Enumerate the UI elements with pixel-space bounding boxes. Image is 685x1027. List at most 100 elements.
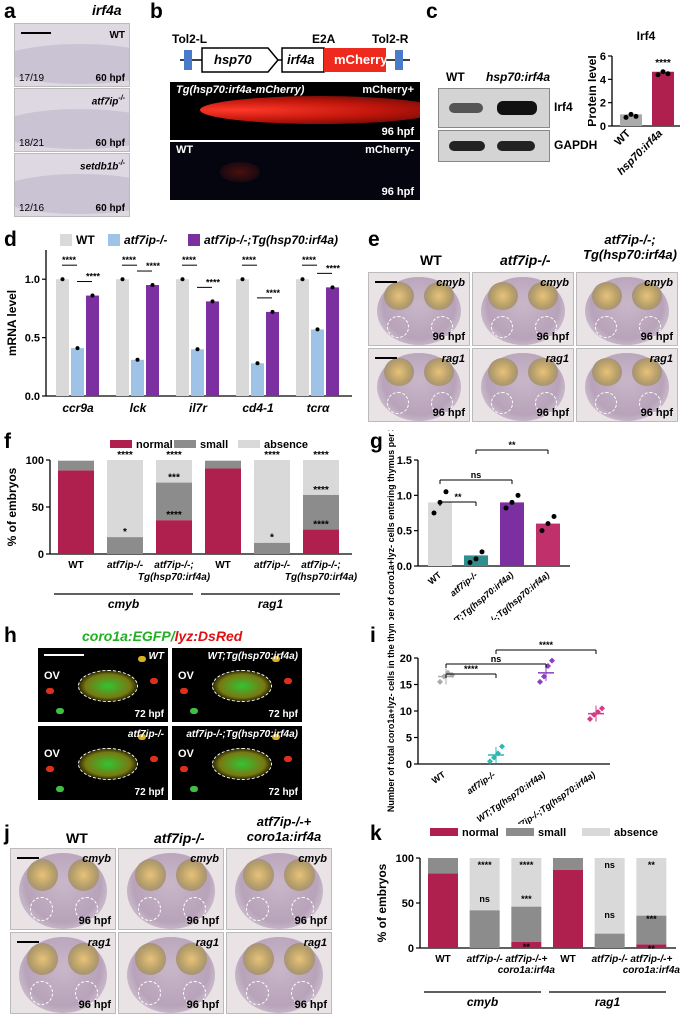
ish-image: rag1 96 hpf — [368, 348, 470, 422]
bar-segment — [254, 542, 290, 554]
legend-label: absence — [264, 439, 308, 451]
ish-image: cmyb 96 hpf — [576, 272, 678, 346]
sig-stars: **** — [62, 255, 77, 265]
eye — [134, 942, 166, 975]
data-point — [150, 283, 155, 288]
panel-b-image-positive: Tg(hsp70:irf4a-mCherry) mCherry+ 96 hpf — [170, 82, 420, 140]
count-label: 18/21 — [19, 138, 45, 149]
x-tick-label: atf7ip-/-+ — [505, 954, 547, 965]
legend-label: normal — [462, 827, 499, 839]
data-point — [255, 361, 260, 366]
bar — [56, 279, 69, 396]
cell-signal — [138, 656, 146, 662]
y-tick-label: 5 — [406, 733, 412, 745]
eye — [242, 858, 274, 891]
bar-segment — [428, 858, 458, 874]
panel-label-h: h — [4, 624, 17, 647]
genotype-label: atf7ip-/- — [91, 95, 125, 108]
marker-label: cmyb — [82, 853, 111, 865]
bar — [71, 348, 84, 396]
bar-segment — [303, 494, 339, 530]
bar-segment — [511, 858, 542, 907]
irf4-blot — [438, 88, 550, 128]
cell-signal — [150, 756, 158, 762]
y-tick-label: 0 — [600, 121, 606, 133]
sig-stars: **** — [326, 263, 341, 273]
sig-stars: **** — [146, 261, 161, 271]
panel-j-col-wt: WT — [66, 830, 88, 846]
data-point — [655, 72, 661, 78]
eye — [592, 281, 622, 311]
thymus-outline — [245, 897, 269, 922]
tg-band — [497, 141, 535, 151]
data-point — [443, 489, 449, 495]
cell-signal — [180, 766, 188, 772]
y-tick-label: 50 — [402, 898, 414, 910]
panel-label-i: i — [370, 624, 376, 647]
group-label: cmyb — [467, 995, 498, 1009]
irf4a-label: irf4a — [287, 52, 315, 67]
hsp70-promoter-arrow — [201, 47, 279, 73]
sig-stars: *** — [168, 473, 180, 484]
x-tick-label: atf7ip-/- — [107, 560, 144, 571]
ish-image: rag1 96 hpf — [226, 932, 332, 1014]
tol2-l-box — [184, 50, 192, 70]
thymus-outline — [75, 897, 99, 922]
x-tick-label: atf7ip-/- — [448, 570, 479, 599]
eye — [68, 942, 100, 975]
data-point — [487, 758, 493, 765]
legend-label: absence — [614, 827, 658, 839]
data-point — [633, 113, 639, 119]
bar-segment — [553, 858, 583, 870]
x-tick-label: coro1a:irf4a — [623, 965, 681, 976]
thymus-outline — [29, 981, 53, 1006]
y-tick-label: 100 — [396, 853, 414, 865]
sig-label: **** — [464, 664, 479, 674]
irf4-blot-label: Irf4 — [554, 100, 573, 114]
y-tick-label: 1.5 — [397, 455, 412, 467]
sig-stars: *** — [646, 914, 657, 924]
stage-label: 96 hpf — [381, 186, 414, 198]
legend-label: atf7ip-/-;Tg(hsp70:irf4a) — [204, 233, 338, 247]
data-point — [515, 492, 521, 498]
mcherry-box — [324, 48, 386, 72]
data-point — [665, 71, 671, 77]
bar-segment — [636, 944, 667, 948]
bar — [311, 329, 324, 396]
stage-label: 72 hpf — [134, 709, 164, 720]
bar — [131, 359, 144, 396]
marker-label: rag1 — [441, 353, 465, 365]
bar — [296, 279, 309, 396]
data-point — [509, 499, 515, 505]
bar-segment — [58, 460, 94, 471]
marker-label: rag1 — [545, 353, 569, 365]
eye — [424, 281, 454, 311]
tol2-r-label: Tol2-R — [372, 32, 409, 46]
thymus-outline — [431, 392, 453, 415]
thymus-outline — [491, 392, 513, 415]
scale-bar — [44, 654, 84, 656]
thymus-outline — [29, 897, 53, 922]
embryo-mcherry-signal — [200, 96, 420, 124]
panel-a-title: irf4a — [92, 2, 122, 18]
stage-label: 96 hpf — [536, 331, 569, 343]
y-tick-label: 20 — [400, 653, 412, 665]
eye — [242, 942, 274, 975]
y-tick-label: 1.0 — [397, 490, 412, 502]
legend-swatch — [188, 234, 200, 246]
panel-b-construct — [180, 47, 410, 73]
x-tick-label: atf7ip-/- — [465, 769, 497, 796]
confocal-image: OV atf7ip-/-;Tg(hsp70:irf4a) 72 hpf — [172, 726, 302, 800]
genotype-label: atf7ip-/-;Tg(hsp70:irf4a) — [186, 729, 298, 740]
eye — [488, 281, 518, 311]
data-point — [449, 671, 455, 678]
bar — [251, 363, 264, 396]
mcherry-neg-label: mCherry- — [365, 144, 414, 156]
legend-swatch — [174, 440, 196, 448]
genotype-label: WT — [109, 30, 125, 41]
x-tick-label: atf7ip-/-; — [154, 560, 193, 571]
panel-a-image-setdb1b: setdb1b-/- 12/16 60 hpf — [14, 153, 130, 217]
stage-label: 96 hpf — [294, 915, 327, 927]
ish-image: rag1 96 hpf — [10, 932, 116, 1014]
